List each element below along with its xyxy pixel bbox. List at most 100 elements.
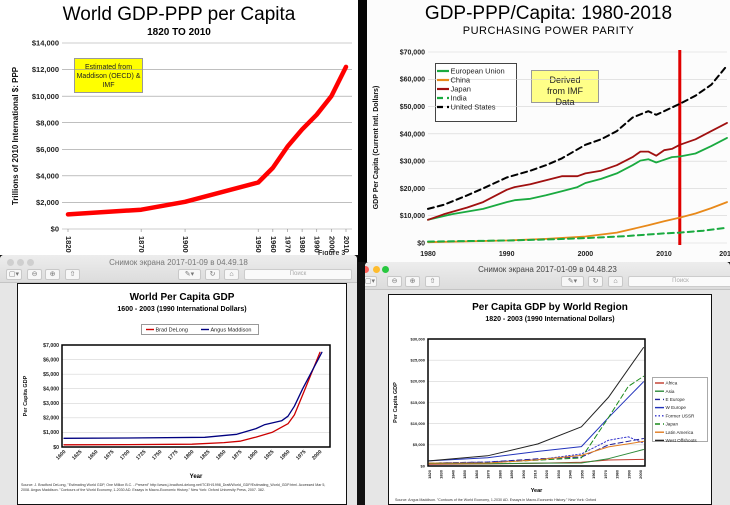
- search-input[interactable]: Поиск: [628, 276, 730, 287]
- y-tick-label: $0: [51, 225, 59, 234]
- y-tick-label: $60,000: [400, 77, 425, 84]
- frame-divider: [358, 0, 367, 262]
- y-tick-label: $1,000: [43, 430, 59, 436]
- chart2-legend: [435, 63, 517, 122]
- chart4-legend: [652, 377, 708, 442]
- series-line-west-offshoots: [428, 347, 644, 462]
- chart3-title: World Per Capita GDP: [129, 292, 235, 303]
- x-tick-label: 1820: [64, 236, 73, 253]
- chart2-panel: GDP-PPP/Capita: 1980-2018 PURCHASING POW…: [367, 0, 730, 262]
- toolbox-icon[interactable]: ⌂: [224, 269, 239, 280]
- series-line-india: [427, 226, 728, 243]
- x-tick-label: 1975: [295, 449, 307, 461]
- legend-label: Asia: [666, 389, 675, 394]
- series-line-asia: [428, 449, 644, 465]
- zoom-out-icon[interactable]: ⊖: [387, 276, 402, 287]
- series-line-angus-maddison: [63, 351, 323, 439]
- x-tick-label: 1840: [450, 469, 455, 479]
- sidebar-toggle-icon[interactable]: ▢▾: [365, 276, 377, 287]
- close-button[interactable]: [365, 266, 369, 273]
- chart2-plot: $0 $10,000 $20,000 $30,000 $40,000 $50,000 $60…: [373, 49, 730, 258]
- x-tick-label: 1830: [439, 469, 444, 479]
- y-tick-label: $8,000: [36, 118, 59, 127]
- y-tick-label: $3,000: [43, 401, 59, 407]
- chart3-legend: [141, 324, 259, 335]
- series-line-japan: [427, 122, 728, 221]
- x-tick-label: 1625: [71, 449, 83, 461]
- x-tick-label: 1960: [269, 236, 278, 253]
- window-toolbar: Снимок экрана 2017-01-09 в 04.49.18 ▢▾ ⊖…: [0, 255, 357, 283]
- chart3-page: [17, 283, 347, 505]
- x-tick-label: 1900: [521, 469, 526, 479]
- y-tick-label: $10,000: [32, 92, 59, 101]
- preview-window-left: Снимок экрана 2017-01-09 в 04.49.18 ▢▾ ⊖…: [0, 255, 357, 505]
- x-axis-label: Year: [531, 488, 543, 494]
- markup-pen-icon[interactable]: ✎▾: [178, 269, 201, 280]
- legend-label: China: [451, 76, 471, 85]
- plot-border: [61, 344, 331, 448]
- x-tick-label: 1900: [181, 236, 190, 253]
- x-tick-label: 1970: [603, 469, 608, 479]
- chart4-plot: $0 $5,000 $10,000 $15,000 $20,000 $25,000 $30,…: [393, 336, 697, 494]
- markup-pen-icon[interactable]: ✎▾: [561, 276, 584, 287]
- y-tick-label: $70,000: [400, 49, 425, 56]
- zoom-button[interactable]: [382, 266, 389, 273]
- series-line-former-ussr: [428, 436, 644, 464]
- x-tick-label: 1980: [420, 251, 436, 258]
- x-tick-label: 1850: [462, 469, 467, 479]
- search-input[interactable]: Поиск: [244, 269, 352, 280]
- x-tick-label: 1990: [313, 236, 322, 253]
- minimize-button[interactable]: [373, 266, 380, 273]
- x-tick-label: 1650: [87, 449, 99, 461]
- y-tick-label: $40,000: [400, 131, 425, 138]
- y-tick-label: $20,000: [400, 186, 425, 193]
- chart3-plot: $0 $1,000 $2,000 $3,000 $4,000 $5,000 $6,000 $7…: [23, 327, 331, 480]
- plot-border: [427, 338, 646, 467]
- x-tick-label: 1930: [556, 469, 561, 479]
- x-tick-label: 2010: [342, 236, 351, 253]
- x-tick-label: 2000: [578, 251, 594, 258]
- x-tick-label: 1725: [135, 449, 147, 461]
- y-tick-label: $0: [421, 463, 426, 468]
- series-line-gdp: [65, 64, 349, 217]
- y-tick-label: $14,000: [32, 39, 59, 48]
- y-tick-label: $6,000: [36, 145, 59, 154]
- sidebar-toggle-icon[interactable]: ▢▾: [6, 269, 22, 280]
- y-tick-label: $12,000: [32, 65, 59, 74]
- legend-label: Angus Maddison: [211, 327, 252, 333]
- series-line-china: [427, 201, 728, 244]
- y-axis-label: Trillions of 2010 International $: PPP: [11, 66, 20, 205]
- y-tick-label: $0: [53, 445, 59, 451]
- y-tick-label: $0: [417, 240, 425, 247]
- window-toolbar: Снимок экрана 2017-01-09 в 04.48.23 ▢▾ ⊖…: [365, 262, 730, 290]
- minimize-button[interactable]: [17, 259, 24, 266]
- figure-caption: Figure 3: [318, 250, 346, 256]
- y-tick-label: $10,000: [400, 213, 425, 220]
- window-title: Снимок экрана 2017-01-09 в 04.49.18: [109, 258, 248, 267]
- y-tick-label: $5,000: [413, 442, 426, 447]
- legend-label: E Europe: [666, 397, 686, 402]
- y-tick-label: $20,000: [411, 379, 426, 384]
- y-tick-label: $30,000: [400, 159, 425, 166]
- x-tick-label: 1990: [499, 251, 515, 258]
- toolbox-icon[interactable]: ⌂: [608, 276, 623, 287]
- close-button[interactable]: [7, 259, 14, 266]
- share-icon[interactable]: ⇧: [425, 276, 440, 287]
- y-tick-label: $7,000: [43, 343, 59, 349]
- rotate-icon[interactable]: ↻: [205, 269, 220, 280]
- share-icon[interactable]: ⇧: [65, 269, 80, 280]
- y-tick-label: $6,000: [43, 357, 59, 363]
- x-tick-label: 1850: [215, 449, 227, 461]
- rotate-icon[interactable]: ↻: [588, 276, 603, 287]
- zoom-button[interactable]: [27, 259, 34, 266]
- series-line-brad-delong: [63, 351, 321, 446]
- zoom-in-icon[interactable]: ⊕: [405, 276, 420, 287]
- y-tick-label: $4,000: [36, 171, 59, 180]
- x-tick-label: 1750: [151, 449, 163, 461]
- chart2-title: GDP-PPP/Capita: 1980-2018: [424, 3, 673, 24]
- zoom-in-icon[interactable]: ⊕: [45, 269, 60, 280]
- zoom-out-icon[interactable]: ⊖: [27, 269, 42, 280]
- legend-label: Former USSR: [666, 413, 696, 418]
- legend-label: Brad DeLong: [156, 327, 188, 333]
